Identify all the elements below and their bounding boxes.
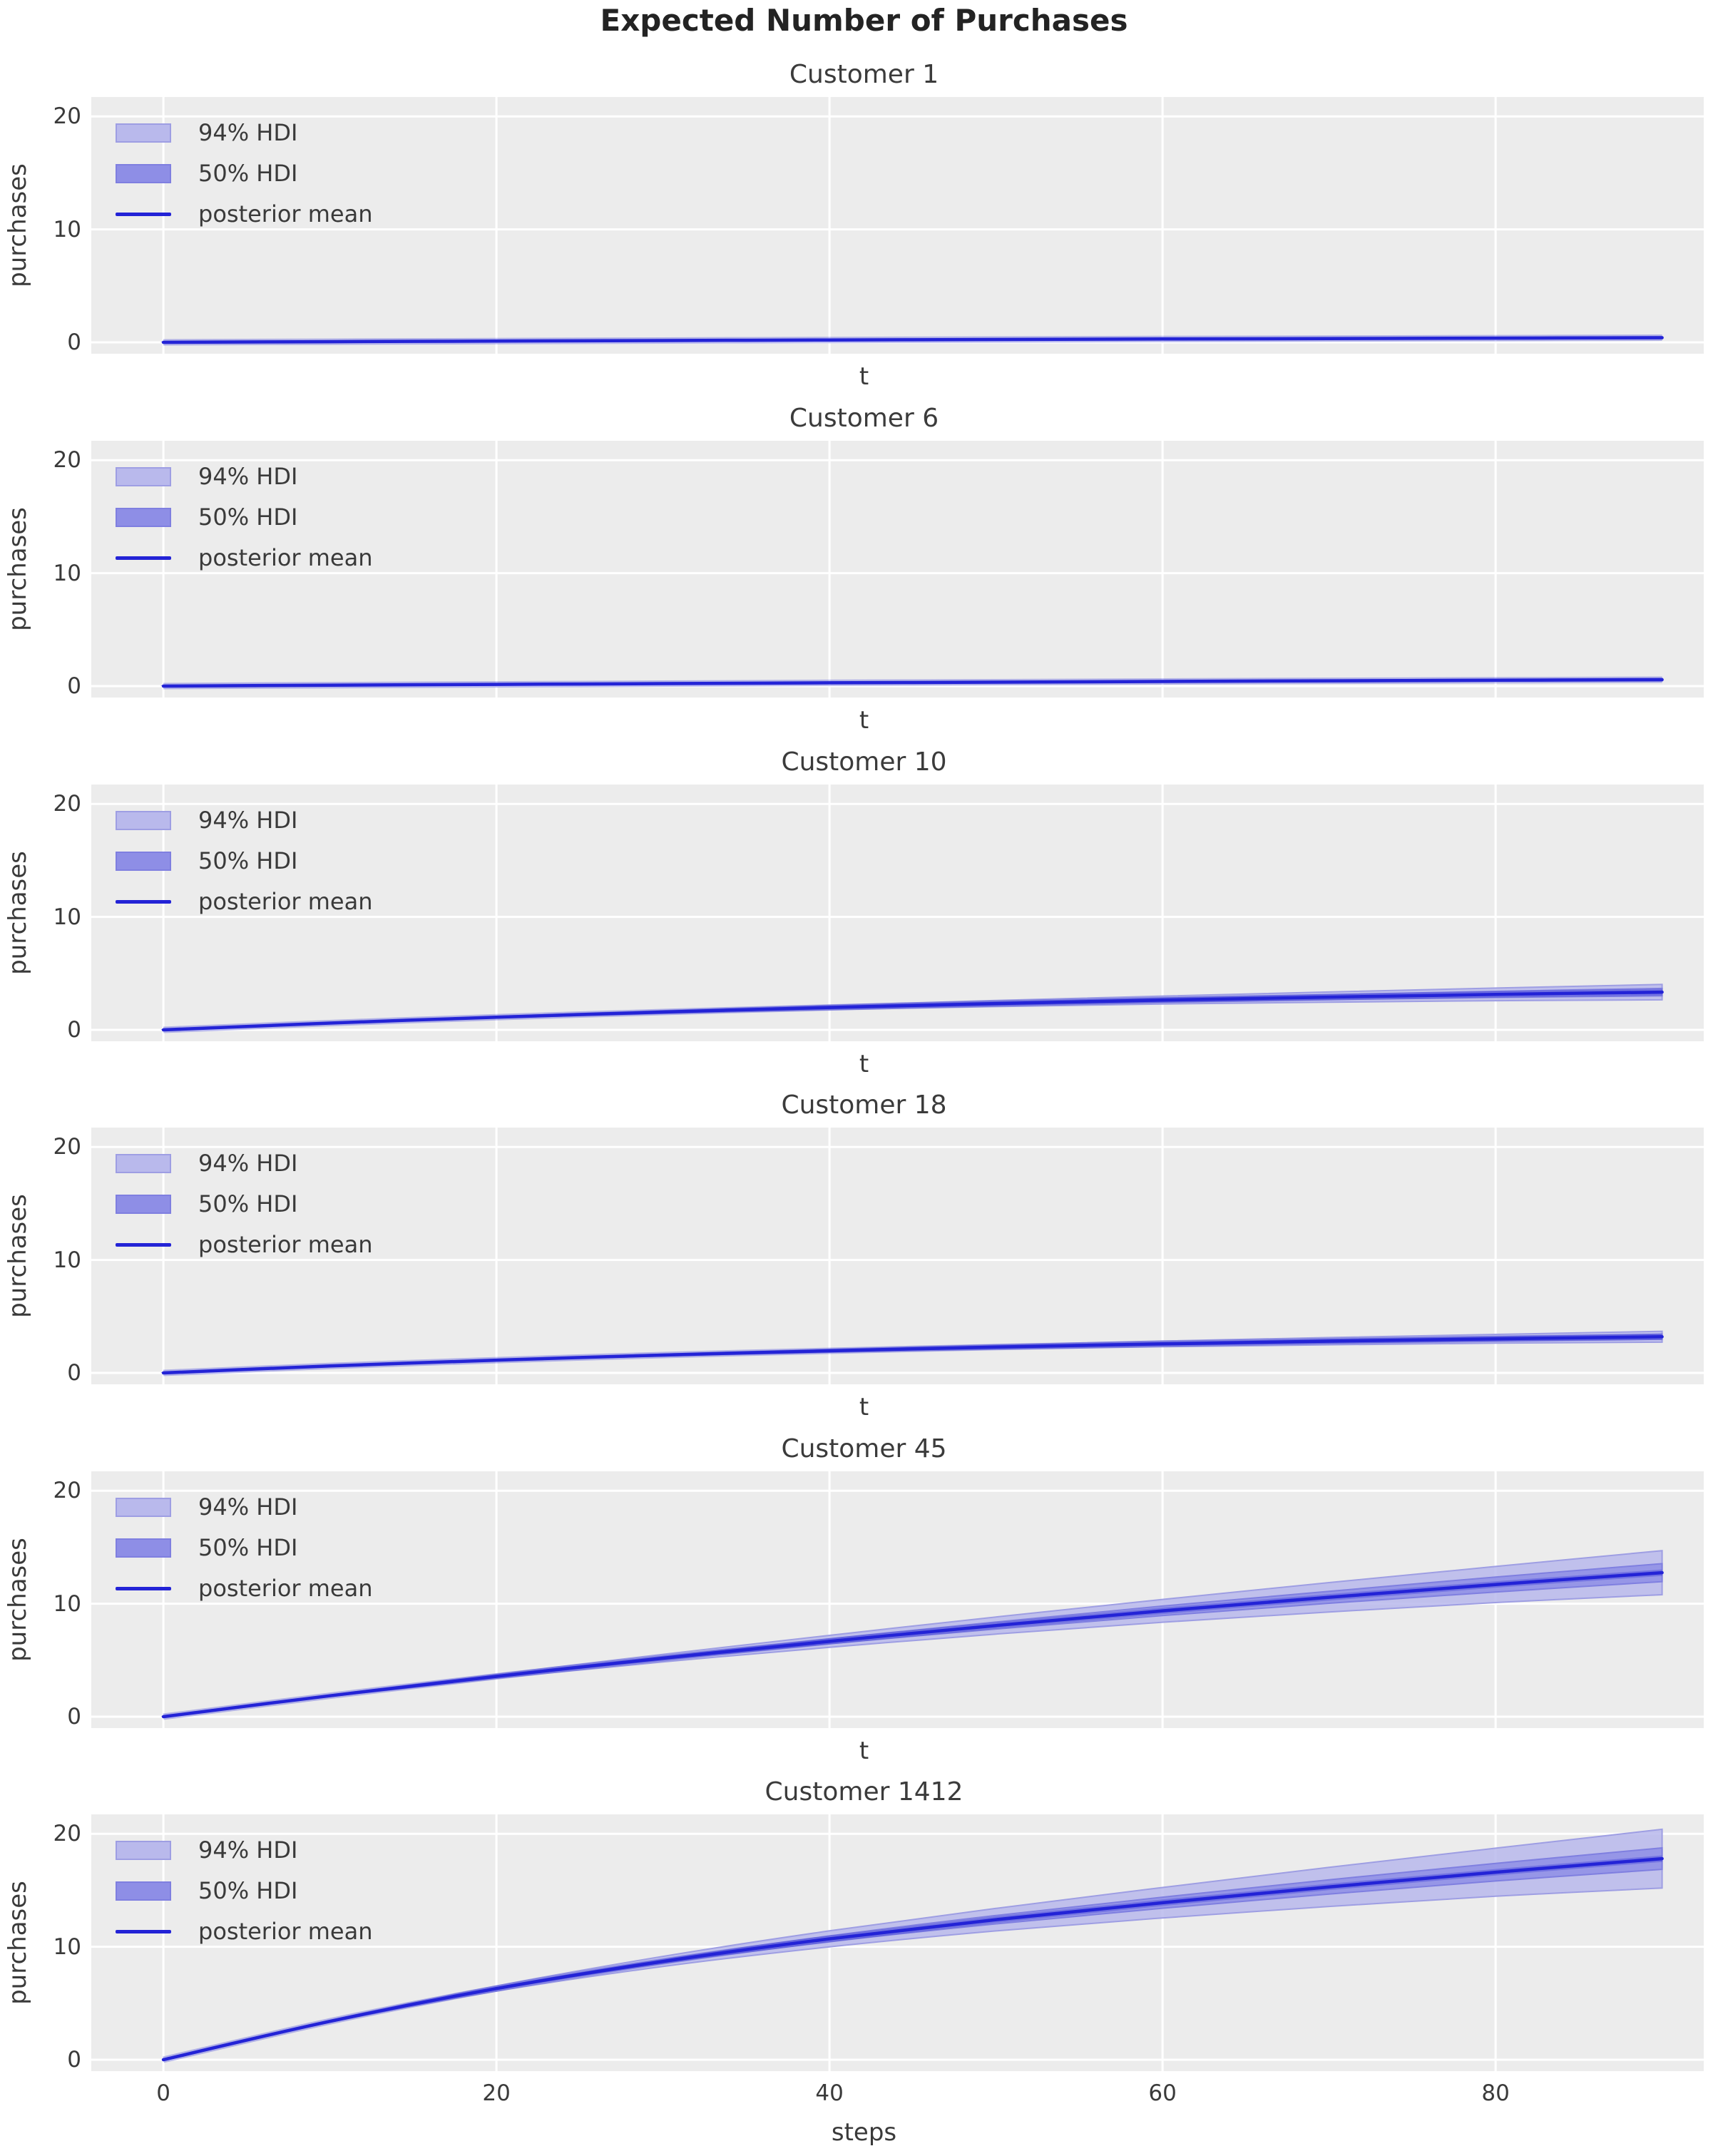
y-axis-label: purchases — [4, 507, 32, 631]
legend-swatch-94-hdi — [116, 123, 171, 143]
x-tick-label: 80 — [1481, 2080, 1510, 2106]
legend-label: posterior mean — [198, 888, 373, 915]
legend-swatch-94-hdi — [116, 467, 171, 486]
legend-line-posterior-mean — [116, 1587, 171, 1590]
legend-swatch-94-hdi — [116, 811, 171, 830]
subplot-title: Customer 1412 — [765, 1777, 963, 1807]
x-axis-label: t — [859, 1737, 869, 1765]
plot-background — [91, 97, 1704, 354]
x-tick-label: 20 — [482, 2080, 511, 2106]
y-tick-label: 0 — [67, 673, 81, 699]
y-axis-label: purchases — [4, 851, 32, 975]
legend-label: 94% HDI — [198, 1836, 298, 1864]
legend-label: 94% HDI — [198, 807, 298, 834]
legend-label: 50% HDI — [198, 1877, 298, 1904]
y-tick-label: 20 — [53, 447, 81, 474]
y-tick-label: 0 — [67, 329, 81, 355]
subplot-title: Customer 10 — [781, 747, 947, 777]
y-axis-label: purchases — [4, 1194, 32, 1318]
y-tick-label: 10 — [53, 216, 81, 242]
plot-area — [91, 97, 1704, 354]
y-axis-label: purchases — [4, 1538, 32, 1662]
y-tick-label: 10 — [53, 560, 81, 586]
plot-area — [91, 1471, 1704, 1728]
posterior-mean-line — [161, 336, 1664, 344]
legend-label: 94% HDI — [198, 463, 298, 490]
legend-line-posterior-mean — [116, 1243, 171, 1247]
legend-line-posterior-mean — [116, 1930, 171, 1933]
legend-swatch-50-hdi — [116, 1538, 171, 1558]
y-tick-label: 20 — [53, 1821, 81, 1847]
legend-label: posterior mean — [198, 200, 373, 228]
posterior-mean-line — [161, 1570, 1664, 1719]
x-tick-label: 60 — [1148, 2080, 1177, 2106]
y-axis-label: purchases — [4, 1881, 32, 2005]
y-tick-label: 20 — [53, 1478, 81, 1504]
subplot-title: Customer 1 — [789, 60, 939, 89]
y-tick-label: 0 — [67, 1360, 81, 1386]
legend-swatch-50-hdi — [116, 852, 171, 871]
legend-swatch-94-hdi — [116, 1498, 171, 1517]
x-axis-label: t — [859, 706, 869, 735]
legend-swatch-50-hdi — [116, 508, 171, 527]
legend-label: 50% HDI — [198, 847, 298, 874]
legend-line-posterior-mean — [116, 556, 171, 560]
posterior-mean-line — [161, 1856, 1664, 2062]
y-tick-label: 20 — [53, 1134, 81, 1160]
y-tick-label: 0 — [67, 1704, 81, 1730]
y-tick-label: 20 — [53, 791, 81, 817]
legend-label: posterior mean — [198, 544, 373, 571]
y-tick-label: 10 — [53, 1590, 81, 1617]
x-axis-label: steps — [831, 2118, 897, 2147]
y-tick-label: 10 — [53, 1933, 81, 1960]
x-axis-label: t — [859, 362, 869, 391]
subplot-title: Customer 18 — [781, 1090, 947, 1120]
x-axis-label: t — [859, 1393, 869, 1421]
legend-label: posterior mean — [198, 1231, 373, 1258]
y-tick-label: 20 — [53, 103, 81, 130]
legend-label: 50% HDI — [198, 504, 298, 531]
legend-line-posterior-mean — [116, 213, 171, 216]
subplot-title: Customer 45 — [781, 1434, 947, 1463]
legend-swatch-50-hdi — [116, 164, 171, 183]
plot-area — [91, 1814, 1704, 2071]
y-tick-label: 0 — [67, 1017, 81, 1043]
plot-background — [91, 441, 1704, 698]
legend-label: posterior mean — [198, 1575, 373, 1602]
legend-swatch-94-hdi — [116, 1841, 171, 1860]
x-axis-label: t — [859, 1050, 869, 1078]
plot-area — [91, 441, 1704, 698]
y-tick-label: 10 — [53, 904, 81, 930]
hdi-50-band — [161, 1846, 1663, 2061]
legend-swatch-94-hdi — [116, 1154, 171, 1173]
legend-label: 50% HDI — [198, 1190, 298, 1217]
legend-line-posterior-mean — [116, 900, 171, 904]
figure-title: Expected Number of Purchases — [600, 3, 1128, 38]
legend-label: 50% HDI — [198, 1534, 298, 1561]
posterior-mean-line — [161, 678, 1664, 688]
legend-label: 94% HDI — [198, 1150, 298, 1177]
x-tick-label: 40 — [815, 2080, 844, 2106]
legend-label: 94% HDI — [198, 119, 298, 146]
y-tick-label: 0 — [67, 2047, 81, 2073]
posterior-mean-line — [161, 990, 1664, 1032]
legend-label: posterior mean — [198, 1918, 373, 1945]
legend-label: 94% HDI — [198, 1493, 298, 1521]
legend-label: 50% HDI — [198, 160, 298, 187]
y-axis-label: purchases — [4, 163, 32, 287]
y-tick-label: 10 — [53, 1247, 81, 1273]
x-tick-label: 0 — [156, 2080, 170, 2106]
legend-swatch-50-hdi — [116, 1195, 171, 1214]
plot-area — [91, 1128, 1704, 1384]
subplot-title: Customer 6 — [789, 404, 939, 433]
legend-swatch-50-hdi — [116, 1881, 171, 1901]
posterior-mean-line — [161, 1335, 1664, 1375]
plot-area — [91, 785, 1704, 1041]
